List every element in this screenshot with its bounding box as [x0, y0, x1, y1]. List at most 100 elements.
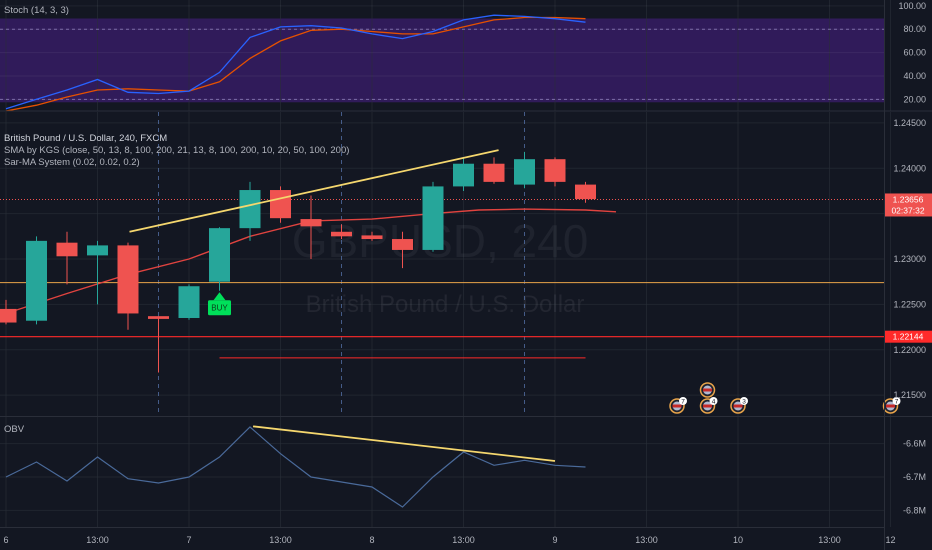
candle-body — [239, 190, 261, 229]
trendline[interactable] — [129, 149, 499, 233]
obv-legend: OBV — [4, 424, 25, 435]
time-tick-label: 13:00 — [635, 535, 658, 545]
candle[interactable] — [117, 242, 139, 330]
price-grid — [0, 112, 891, 416]
stoch-d-line — [5, 16, 586, 112]
last-price-badge — [884, 193, 932, 217]
price-tick-label: 1.21500 — [893, 390, 926, 400]
stoch-lines — [5, 14, 586, 112]
event-count-badge — [709, 397, 718, 405]
price-tick-label: 1.22500 — [893, 299, 926, 309]
candle[interactable] — [148, 316, 169, 373]
candle[interactable] — [392, 231, 413, 269]
time-tick-label: 13:00 — [86, 535, 109, 545]
candle[interactable] — [544, 157, 566, 187]
candle-body — [0, 308, 17, 323]
time-tick-label: 10 — [733, 535, 743, 545]
candle[interactable] — [178, 284, 200, 320]
candle[interactable] — [422, 181, 444, 252]
flag-stripe — [703, 404, 712, 408]
symbol-legend[interactable]: British Pound / U.S. Dollar, 240, FXCM — [4, 133, 167, 144]
candle-body — [514, 159, 535, 185]
candle[interactable] — [575, 181, 596, 203]
stoch-tick-label: 20.00 — [903, 94, 926, 104]
buy-label: BUY — [211, 304, 228, 313]
economic-event-marker[interactable]: 7 — [882, 397, 901, 414]
price-tick-label: 1.23000 — [893, 254, 926, 264]
time-axis[interactable]: 6 13:00 7 13:00 8 13:00 9 13:00 10 13:00 12 — [3, 535, 895, 545]
support-value: 1.22144 — [893, 332, 924, 342]
event-count-badge — [892, 397, 901, 405]
flag-stripe — [703, 388, 712, 392]
candle[interactable] — [361, 231, 383, 241]
event-count: 4 — [712, 399, 716, 406]
time-tick-label: 12 — [885, 535, 895, 545]
candles[interactable] — [0, 151, 596, 373]
stoch-tick-label: 60.00 — [903, 48, 926, 58]
candle-body — [575, 184, 596, 200]
obv-pane[interactable]: -6.6M -6.7M -6.8M OBV — [0, 417, 926, 527]
time-tick-label: 9 — [552, 535, 557, 545]
candle-body — [178, 286, 200, 318]
stoch-grid — [0, 0, 891, 111]
candle[interactable] — [26, 236, 47, 325]
candle-body — [117, 245, 139, 314]
price-pane[interactable]: GBPUSD, 240 British Pound / U.S. Dollar … — [0, 112, 932, 416]
candle[interactable] — [87, 240, 108, 305]
event-count: 7 — [895, 399, 899, 406]
price-badges: 1.23656 02:37:32 1.22144 — [884, 193, 932, 343]
stoch-k-line — [5, 14, 586, 110]
obv-axis: -6.6M -6.7M -6.8M — [903, 439, 926, 516]
stoch-pane[interactable]: 100.00 80.00 60.00 40.00 20.00 Stoch (14, 3,… — [0, 0, 926, 112]
candle[interactable] — [209, 227, 230, 291]
event-markers[interactable]: 7 4 3 7 — [669, 382, 932, 414]
buy-label-box — [208, 300, 231, 316]
event-count: 3 — [742, 399, 746, 406]
bar-countdown: 02:37:32 — [891, 205, 924, 215]
event-count: 7 — [681, 399, 685, 406]
candle[interactable] — [239, 181, 261, 241]
economic-event-marker[interactable] — [699, 382, 716, 398]
candle[interactable] — [270, 186, 291, 223]
candle-body — [483, 163, 505, 182]
price-tick-label: 1.22000 — [893, 345, 926, 355]
price-tick-label: 1.24500 — [893, 118, 926, 128]
obv-tick-label: -6.7M — [903, 472, 926, 482]
economic-event-marker[interactable]: 7 — [669, 397, 687, 414]
candle[interactable] — [453, 157, 474, 191]
candle[interactable] — [300, 195, 322, 260]
candle[interactable] — [56, 231, 78, 285]
stoch-band — [0, 18, 884, 103]
stoch-legend: Stoch (14, 3, 3) — [4, 5, 69, 16]
obv-line — [5, 426, 586, 508]
obv-lines — [5, 425, 586, 508]
candle-body — [422, 186, 444, 250]
candle-body — [544, 159, 566, 182]
candle-body — [392, 239, 413, 250]
candle-body — [331, 231, 352, 237]
candle-body — [453, 163, 474, 187]
event-count-badge — [679, 397, 687, 405]
economic-event-marker[interactable]: 3 — [730, 397, 748, 414]
candle-body — [300, 219, 322, 227]
candle-body — [148, 316, 169, 319]
time-tick-label: 7 — [186, 535, 191, 545]
sar-legend[interactable]: Sar-MA System (0.02, 0.02, 0.2) — [4, 157, 140, 168]
candle[interactable] — [331, 224, 352, 240]
flag-stripe — [733, 404, 743, 408]
candle-body — [270, 190, 291, 219]
economic-event-marker[interactable]: 4 — [699, 397, 718, 414]
buy-signal: BUY — [208, 292, 231, 316]
candle[interactable] — [514, 151, 535, 189]
candle[interactable] — [0, 299, 17, 325]
obv-trendline[interactable] — [252, 425, 556, 462]
stoch-tick-label: 80.00 — [903, 24, 926, 34]
sma-legend[interactable]: SMA by KGS (close, 50, 13, 8, 100, 200, … — [4, 145, 349, 156]
obv-tick-label: -6.6M — [903, 439, 926, 449]
buy-arrow-icon — [213, 292, 226, 301]
last-price-value: 1.23656 — [893, 194, 924, 204]
trendlines[interactable] — [129, 149, 499, 233]
candle[interactable] — [483, 157, 505, 184]
time-tick-label: 6 — [3, 535, 8, 545]
